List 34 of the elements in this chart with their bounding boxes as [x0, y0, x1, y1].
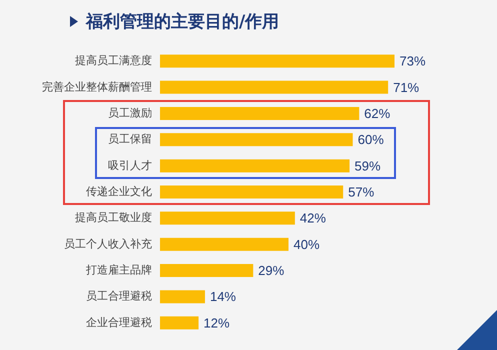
bar: [160, 264, 254, 278]
y-tick-label: 打造雇主品牌: [85, 264, 152, 277]
y-tick-label: 吸引人才: [108, 158, 152, 172]
chart-title: 福利管理的主要目的/作用: [86, 11, 280, 33]
y-tick-label: 提高员工满意度: [75, 54, 152, 68]
bar: [160, 106, 360, 120]
data-label: 12%: [204, 315, 230, 330]
bar: [160, 80, 388, 94]
y-tick-label: 完善企业整体薪酬管理: [42, 80, 152, 94]
data-label: 40%: [294, 236, 320, 252]
bar: [160, 186, 344, 198]
data-label: 29%: [258, 263, 285, 278]
y-tick-label: 员工激励: [108, 107, 152, 120]
bar: [160, 238, 288, 251]
data-label: 60%: [358, 132, 384, 148]
y-tick-label: 传递企业文化: [86, 185, 152, 198]
y-tick-label: 提高员工敬业度: [75, 211, 152, 224]
bar: [160, 133, 353, 146]
data-label: 59%: [354, 158, 381, 174]
bar: [160, 159, 350, 172]
bar: [160, 212, 295, 225]
data-label: 42%: [300, 210, 326, 226]
data-label: 57%: [348, 184, 375, 200]
bar: [160, 290, 205, 304]
y-tick-label: 员工个人收入补充: [64, 237, 152, 250]
data-label: 71%: [393, 80, 420, 95]
data-label: 14%: [210, 289, 236, 304]
data-label: 62%: [364, 106, 391, 121]
data-label: 73%: [400, 54, 426, 69]
y-tick-label: 员工保留: [108, 134, 152, 146]
bar: [160, 316, 199, 330]
y-tick-label: 企业合理避税: [86, 316, 152, 329]
y-tick-label: 员工合理避税: [86, 290, 152, 303]
bar: [160, 54, 395, 68]
